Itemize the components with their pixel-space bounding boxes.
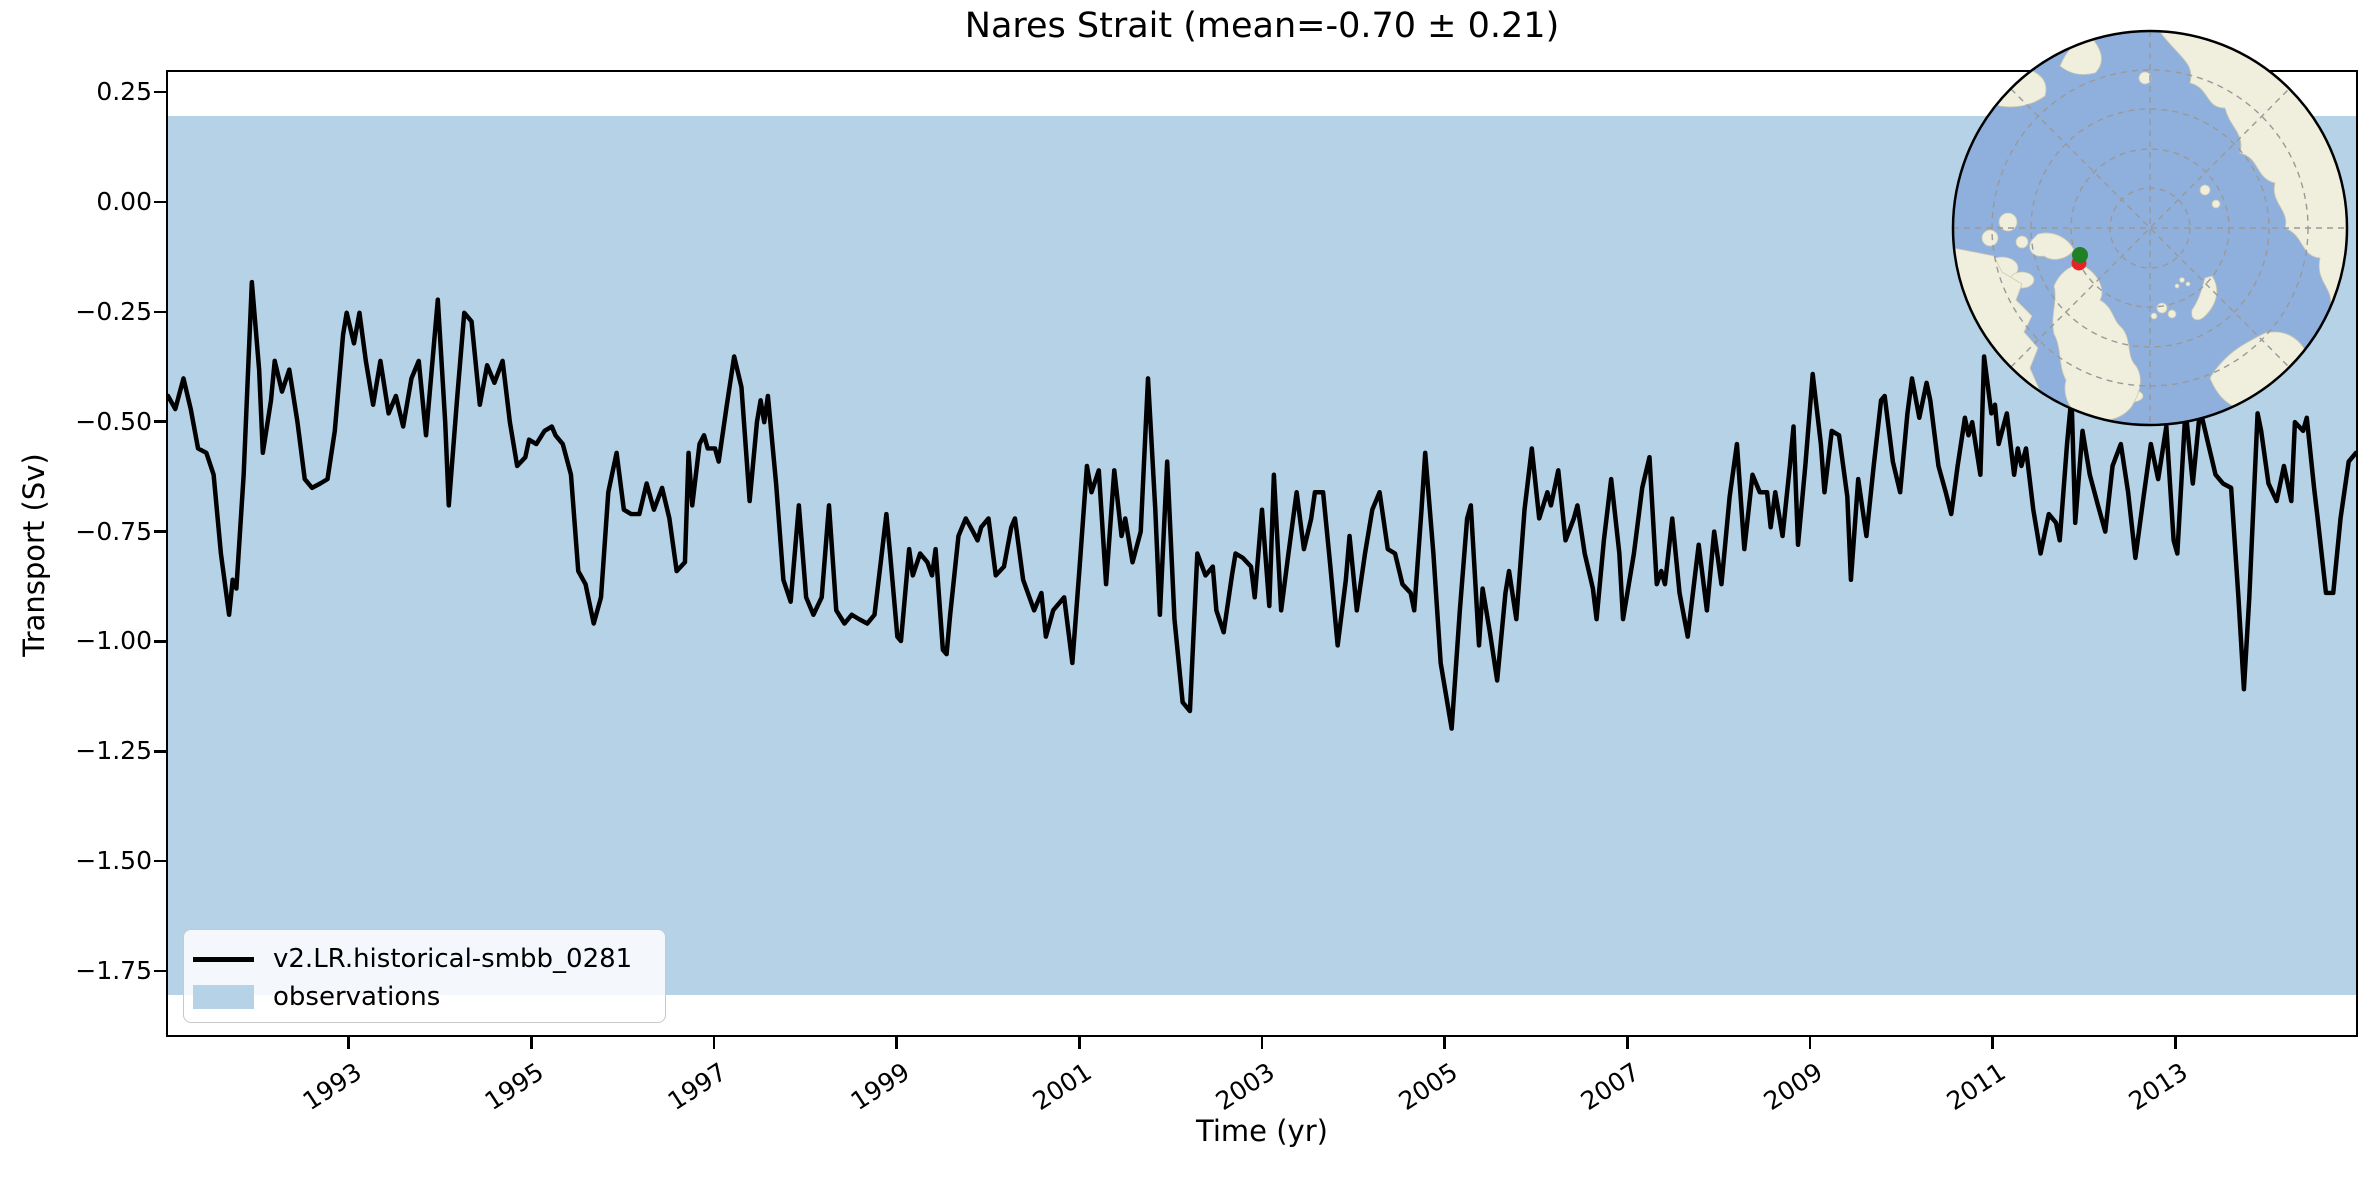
y-axis-label: Transport (Sv) — [17, 453, 51, 657]
legend-label-observations: observations — [273, 982, 441, 1012]
x-tick-label: 2001 — [1027, 1057, 1098, 1116]
map-border — [1951, 29, 2349, 427]
legend: v2.LR.historical-smbb_0281 observations — [183, 929, 666, 1023]
y-tick — [154, 859, 166, 863]
x-tick — [1626, 1037, 1629, 1049]
x-tick-label: 2009 — [1758, 1057, 1828, 1116]
legend-item-observations: observations — [193, 978, 665, 1016]
x-tick-label: 2011 — [1941, 1057, 2011, 1116]
x-tick-label: 2007 — [1575, 1057, 1646, 1116]
y-tick — [154, 969, 166, 973]
y-tick-label: −0.75 — [75, 516, 152, 546]
x-tick — [2174, 1037, 2177, 1049]
y-tick — [154, 530, 166, 533]
y-tick-label: −1.25 — [75, 736, 152, 766]
legend-label-model: v2.LR.historical-smbb_0281 — [273, 944, 633, 974]
x-tick-label: 1993 — [297, 1057, 367, 1116]
y-tick-label: 0.25 — [96, 76, 152, 106]
x-tick — [1443, 1037, 1446, 1049]
y-tick-label: −0.50 — [75, 406, 152, 436]
x-tick — [1078, 1037, 1081, 1049]
x-tick — [712, 1037, 716, 1049]
x-axis-label: Time (yr) — [1196, 1114, 1328, 1148]
y-tick — [154, 750, 166, 753]
x-tick — [1991, 1037, 1994, 1049]
y-tick-label: −1.00 — [75, 626, 152, 656]
y-tick — [154, 420, 166, 423]
x-tick-label: 2005 — [1393, 1057, 1463, 1116]
y-tick — [154, 200, 166, 204]
y-tick — [154, 310, 166, 313]
legend-patch-sample — [193, 985, 254, 1009]
y-tick-label: −1.75 — [75, 956, 152, 986]
y-tick-label: −1.50 — [75, 846, 152, 876]
y-tick — [154, 640, 166, 643]
x-tick — [1260, 1037, 1264, 1049]
y-tick-label: 0.00 — [96, 186, 152, 216]
x-tick-label: 1999 — [845, 1057, 915, 1116]
map-graticule — [1953, 31, 2347, 425]
x-tick-label: 1995 — [479, 1057, 550, 1116]
x-tick — [895, 1037, 898, 1049]
x-tick — [530, 1037, 533, 1049]
x-tick — [347, 1037, 350, 1049]
y-tick — [154, 90, 166, 94]
x-tick-label: 2003 — [1210, 1057, 1280, 1116]
location-marker-green — [2072, 247, 2088, 263]
legend-item-model: v2.LR.historical-smbb_0281 — [193, 940, 665, 978]
y-tick-label: −0.25 — [75, 296, 152, 326]
x-tick — [1808, 1037, 1812, 1049]
series-line — [168, 279, 2356, 731]
x-tick-label: 1997 — [662, 1057, 732, 1116]
inset-map-arctic — [1951, 29, 2349, 427]
legend-line-sample — [193, 956, 254, 962]
x-tick-label: 2013 — [2123, 1057, 2194, 1116]
chart-title: Nares Strait (mean=-0.70 ± 0.21) — [964, 6, 1560, 46]
